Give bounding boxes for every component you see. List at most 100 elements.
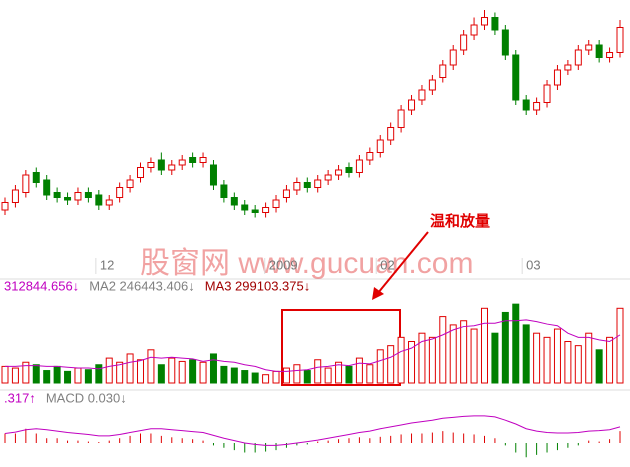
candle-body bbox=[95, 194, 103, 206]
candle-body bbox=[616, 27, 624, 53]
volume-bar bbox=[345, 365, 353, 384]
volume-bar bbox=[543, 336, 551, 384]
volume-bar bbox=[564, 341, 572, 384]
annotation: 温和放量 bbox=[430, 212, 490, 230]
volume-bar bbox=[387, 345, 395, 384]
candle-body bbox=[387, 127, 395, 141]
volume-bar bbox=[168, 357, 176, 384]
volume-bar bbox=[397, 336, 405, 384]
candle-body bbox=[574, 49, 582, 66]
arrow bbox=[377, 231, 429, 294]
volume-bar bbox=[512, 303, 520, 384]
volume-bar bbox=[449, 324, 457, 384]
candle-body bbox=[157, 159, 165, 171]
candle-body bbox=[418, 89, 426, 101]
volume-bar bbox=[199, 361, 207, 384]
volume-bar bbox=[574, 345, 582, 384]
candle-body bbox=[272, 199, 280, 208]
volume-bar bbox=[105, 357, 113, 384]
candle-body bbox=[460, 34, 468, 51]
candle-body bbox=[105, 199, 113, 206]
candle-body bbox=[501, 29, 509, 56]
dif-line bbox=[4, 415, 621, 446]
candle-body bbox=[126, 179, 134, 188]
candle-body bbox=[84, 192, 92, 198]
volume-ma-line bbox=[5, 319, 621, 372]
x-tick-label: 12 bbox=[100, 257, 114, 272]
candle-body bbox=[116, 187, 124, 198]
volume-bar bbox=[303, 370, 311, 384]
legend-label: .317↑ bbox=[4, 390, 36, 405]
candle-body bbox=[147, 162, 155, 168]
candle-body bbox=[376, 139, 384, 153]
volume-bar bbox=[53, 365, 61, 384]
volume-bar bbox=[439, 316, 447, 384]
candle-body bbox=[408, 99, 416, 111]
volume-bar bbox=[293, 364, 301, 384]
volume-bar bbox=[314, 359, 322, 384]
volume-bar bbox=[64, 370, 72, 384]
candle-body bbox=[324, 174, 332, 181]
watermark: 股窗网 www.gucuan.com bbox=[140, 247, 473, 280]
candle-body bbox=[168, 164, 176, 171]
candle-body bbox=[262, 207, 270, 213]
candle-body bbox=[209, 164, 217, 186]
candle-body bbox=[397, 109, 405, 128]
candle-body bbox=[251, 209, 259, 213]
volume-bar bbox=[522, 324, 530, 384]
volume-bar bbox=[230, 367, 238, 384]
volume-bar bbox=[189, 359, 197, 384]
volume-bar bbox=[22, 361, 30, 384]
x-tick-label: 02 bbox=[380, 257, 394, 272]
volume-bar bbox=[178, 360, 186, 384]
candle-body bbox=[543, 84, 551, 103]
candle-body bbox=[449, 49, 457, 66]
candle-body bbox=[439, 64, 447, 78]
volume-bar bbox=[84, 369, 92, 384]
volume-bar bbox=[428, 336, 436, 384]
candle-body bbox=[11, 189, 19, 203]
legend-label: MA2 246443.406↓ bbox=[89, 278, 195, 293]
candle-body bbox=[32, 172, 40, 183]
volume-bar bbox=[137, 359, 145, 384]
x-tick-label: 03 bbox=[526, 257, 540, 272]
volume-bar bbox=[355, 357, 363, 384]
arrow-head bbox=[372, 287, 384, 300]
candle-body bbox=[1, 202, 9, 211]
volume-bar bbox=[376, 349, 384, 384]
volume-bar bbox=[616, 307, 624, 384]
volume-bar bbox=[157, 364, 165, 384]
volume-bar bbox=[408, 341, 416, 384]
candle-body bbox=[293, 182, 301, 191]
volume-bar bbox=[533, 332, 541, 384]
candle-body bbox=[533, 102, 541, 111]
volume-bar bbox=[366, 364, 374, 384]
candle-body bbox=[428, 79, 436, 91]
legend-label: 312844.656↓ bbox=[4, 278, 79, 293]
volume-bar bbox=[43, 370, 51, 384]
candle-body bbox=[241, 204, 249, 211]
legend-label: MACD 0.030↓ bbox=[46, 390, 127, 405]
volume-bar bbox=[241, 370, 249, 384]
volume-bar bbox=[595, 349, 603, 384]
volume-bar bbox=[470, 328, 478, 384]
candle-body bbox=[335, 169, 343, 176]
x-tick-label: 2009 bbox=[269, 257, 298, 272]
volume-bar bbox=[553, 328, 561, 384]
candle-body bbox=[199, 157, 207, 163]
candle-body bbox=[595, 44, 603, 58]
candle-body bbox=[355, 159, 363, 173]
volume-bar bbox=[209, 353, 217, 384]
candle-body bbox=[512, 54, 520, 101]
volume-bar bbox=[491, 332, 499, 384]
volume-bar bbox=[418, 332, 426, 384]
candle-body bbox=[522, 99, 530, 111]
volume-bar bbox=[282, 367, 290, 384]
candle-body bbox=[480, 17, 488, 26]
volume-bar bbox=[272, 370, 280, 384]
volume-bar bbox=[585, 332, 593, 384]
candle-body bbox=[491, 17, 499, 31]
volume-bar bbox=[11, 367, 19, 384]
